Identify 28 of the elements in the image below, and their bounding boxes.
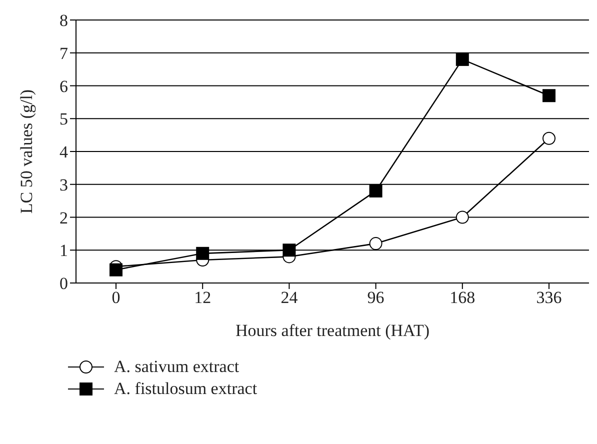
y-tick-label: 7	[60, 44, 68, 63]
point	[542, 132, 556, 145]
x-tick-label: 168	[450, 288, 476, 308]
point	[282, 244, 296, 257]
point	[542, 89, 556, 102]
x-tick-label: 0	[112, 288, 120, 308]
point	[456, 52, 469, 66]
y-tick-label: 5	[60, 110, 68, 129]
y-tick-label: 1	[60, 241, 68, 260]
y-tick-label: 6	[60, 76, 68, 96]
y-axis-title: LC 50 values (g/l)	[17, 89, 36, 214]
y-tick-label: 2	[60, 208, 68, 228]
y-tick-label: 4	[60, 142, 68, 162]
x-tick-label: 12	[194, 288, 212, 308]
x-tick-label: 96	[367, 288, 384, 308]
legend-label: A. sativum extract	[114, 356, 240, 378]
x-tick-label: 336	[536, 288, 562, 308]
point	[456, 210, 469, 224]
point	[369, 237, 382, 250]
point	[196, 246, 210, 260]
y-tick-label: 3	[60, 175, 68, 194]
point	[110, 263, 122, 276]
legend-label: A. fistulosum extract	[114, 378, 258, 400]
y-tick-label: 8	[60, 11, 68, 30]
y-tick-label: 0	[60, 274, 68, 294]
x-axis-title: Hours after treatment (HAT)	[235, 321, 430, 340]
point	[369, 184, 382, 198]
x-tick-label: 24	[280, 288, 298, 308]
